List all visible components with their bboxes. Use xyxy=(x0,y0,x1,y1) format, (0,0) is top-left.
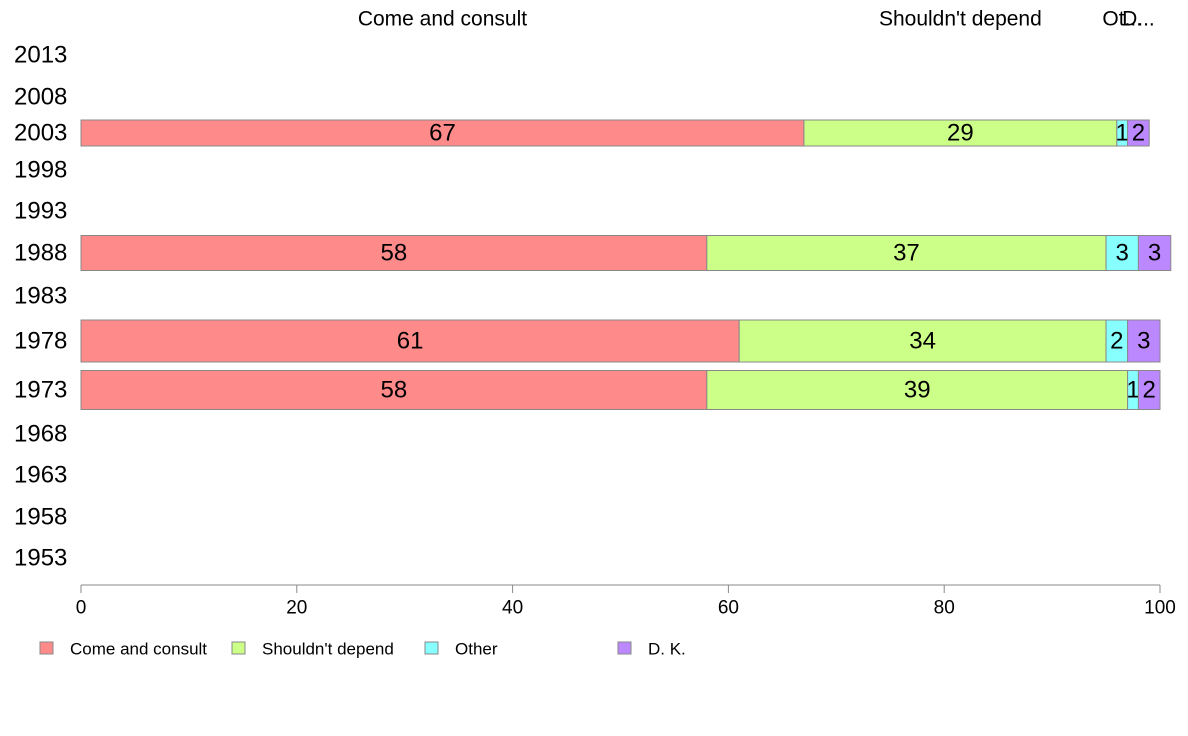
data-label-1973-series-3: 2 xyxy=(1143,377,1156,404)
bar-1973-series-3 xyxy=(1137,370,1161,410)
top-label-series-3: D... xyxy=(1122,8,1155,31)
bar-1978-series-0 xyxy=(80,319,740,363)
bar-2003-series-3 xyxy=(1127,119,1150,147)
y-tick-label-2008: 2008 xyxy=(14,84,67,111)
y-tick-label-1958: 1958 xyxy=(14,504,67,531)
y-tick-label-1953: 1953 xyxy=(14,545,67,572)
bar-1988-series-3 xyxy=(1137,235,1172,271)
y-tick-label-1983: 1983 xyxy=(14,283,67,310)
legend-swatch-3 xyxy=(617,641,632,655)
bar-2003-series-1 xyxy=(803,119,1118,147)
y-tick-label-1973: 1973 xyxy=(14,377,67,404)
x-tick-label-0: 0 xyxy=(76,598,87,619)
x-axis: 0 20 40 60 80 100 xyxy=(76,584,1176,619)
x-tick-label-40: 40 xyxy=(502,598,523,619)
data-label-1988-series-1: 37 xyxy=(893,240,920,267)
top-series-labels: Come and consult Shouldn't depend Ot...D..… xyxy=(358,8,1155,31)
data-label-2003-series-3: 2 xyxy=(1132,120,1145,147)
y-tick-label-1978: 1978 xyxy=(14,328,67,355)
data-label-1978-series-1: 34 xyxy=(909,328,936,355)
legend-label-2: Other xyxy=(455,640,498,659)
y-tick-label-1963: 1963 xyxy=(14,462,67,489)
legend-label-0: Come and consult xyxy=(70,640,207,659)
y-tick-label-1968: 1968 xyxy=(14,421,67,448)
data-label-1978-series-3: 3 xyxy=(1137,328,1150,355)
legend-label-1: Shouldn't depend xyxy=(262,640,394,659)
y-axis-tick-labels: 2013 2008 2003 1998 1993 1988 1983 1978 1973 1968… xyxy=(14,42,67,572)
data-label-2003-series-1: 29 xyxy=(947,120,974,147)
data-label-1988-series-0: 58 xyxy=(381,240,408,267)
top-label-series-2: Ot... xyxy=(1102,8,1142,31)
x-tick-label-100: 100 xyxy=(1144,598,1176,619)
bar-1988-series-0 xyxy=(80,235,708,271)
y-tick-label-1998: 1998 xyxy=(14,157,67,184)
data-label-2003-series-2: 1 xyxy=(1116,120,1129,147)
top-label-series-0: Come and consult xyxy=(358,8,527,31)
bar-1988-series-2 xyxy=(1105,235,1139,271)
legend-swatch-0 xyxy=(39,641,54,655)
data-label-1988-series-3: 3 xyxy=(1148,240,1161,267)
x-tick-label-60: 60 xyxy=(718,598,739,619)
data-label-1988-series-2: 3 xyxy=(1116,240,1129,267)
data-label-1973-series-1: 39 xyxy=(904,377,931,404)
data-label-2003-series-0: 67 xyxy=(429,120,456,147)
x-tick-label-80: 80 xyxy=(934,598,955,619)
top-label-series-1: Shouldn't depend xyxy=(879,8,1042,31)
legend-swatch-1 xyxy=(231,641,246,655)
bar-1978-series-3 xyxy=(1127,319,1161,363)
data-label-1978-series-2: 2 xyxy=(1110,328,1123,355)
legend-swatch-2 xyxy=(424,641,439,655)
y-tick-label-1988: 1988 xyxy=(14,240,67,267)
x-tick-label-20: 20 xyxy=(286,598,307,619)
y-tick-label-2003: 2003 xyxy=(14,120,67,147)
data-label-1973-series-2: 1 xyxy=(1126,377,1139,404)
legend: Come and consult Shouldn't depend Other D. … xyxy=(39,640,686,659)
y-tick-label-1993: 1993 xyxy=(14,198,67,225)
bars: 67 29 1 258 37 3 361 34 2 358 39 1 2 xyxy=(80,119,1172,410)
data-label-1978-series-0: 61 xyxy=(397,328,424,355)
y-tick-label-2013: 2013 xyxy=(14,42,67,69)
bar-1978-series-1 xyxy=(738,319,1107,363)
legend-label-3: D. K. xyxy=(648,640,686,659)
bar-1973-series-0 xyxy=(80,370,708,410)
data-label-1973-series-0: 58 xyxy=(381,377,408,404)
